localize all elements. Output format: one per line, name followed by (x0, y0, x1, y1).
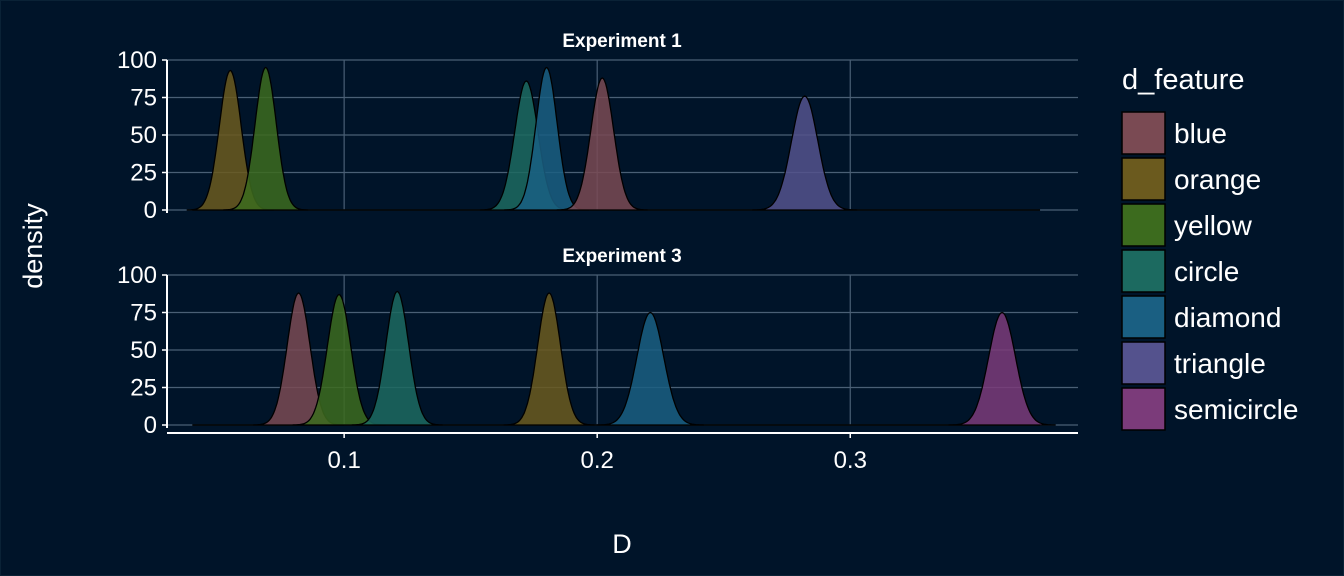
density-circle (351, 290, 443, 426)
x-axis-title: D (612, 529, 632, 559)
y-tick-label: 50 (130, 337, 157, 364)
panel-title-experiment-3: Experiment 3 (562, 246, 681, 267)
y-tick-label: 100 (117, 262, 157, 289)
legend-label-orange: orange (1174, 164, 1261, 195)
density-triangle (752, 95, 858, 211)
legend-label-triangle: triangle (1174, 348, 1266, 379)
y-tick-label: 0 (144, 412, 157, 439)
panel-experiment-3: Experiment 3 0 25 50 75 100 (117, 246, 1078, 439)
legend-label-circle: circle (1174, 256, 1239, 287)
density-yellow (223, 66, 309, 211)
legend: d_feature blue orange yellow circle diamond t… (1121, 64, 1298, 431)
density-diamond (596, 311, 705, 426)
legend-label-blue: blue (1174, 118, 1227, 149)
density-semicircle (948, 311, 1056, 426)
y-tick-label: 100 (117, 47, 157, 74)
panel-experiment-1: Experiment 1 0 25 50 75 100 (117, 31, 1078, 224)
legend-key-circle (1121, 249, 1166, 293)
density-blue (556, 77, 648, 211)
legend-title: d_feature (1122, 64, 1245, 96)
x-axis: 0.1 0.2 0.3 (167, 432, 1078, 474)
legend-label-semicircle: semicircle (1174, 394, 1298, 425)
y-tick-label: 50 (130, 122, 157, 149)
legend-key-orange (1121, 157, 1166, 201)
y-tick-label: 25 (130, 160, 157, 187)
y-tick-label: 75 (130, 300, 157, 327)
legend-key-blue (1121, 111, 1166, 155)
legend-key-triangle (1121, 341, 1166, 385)
density-orange (503, 292, 595, 426)
y-tick-label: 75 (130, 85, 157, 112)
x-tick-label: 0.1 (327, 447, 360, 474)
legend-label-diamond: diamond (1174, 302, 1281, 333)
y-axis-title: density (18, 203, 48, 289)
legend-label-yellow: yellow (1174, 210, 1253, 241)
legend-key-yellow (1121, 203, 1166, 247)
y-tick-label: 25 (130, 375, 157, 402)
panel-title-experiment-1: Experiment 1 (562, 31, 682, 52)
legend-key-diamond (1121, 295, 1166, 339)
x-tick-label: 0.3 (834, 447, 867, 474)
x-tick-label: 0.2 (581, 447, 614, 474)
y-tick-label: 0 (144, 197, 157, 224)
legend-key-semicircle (1121, 387, 1166, 431)
